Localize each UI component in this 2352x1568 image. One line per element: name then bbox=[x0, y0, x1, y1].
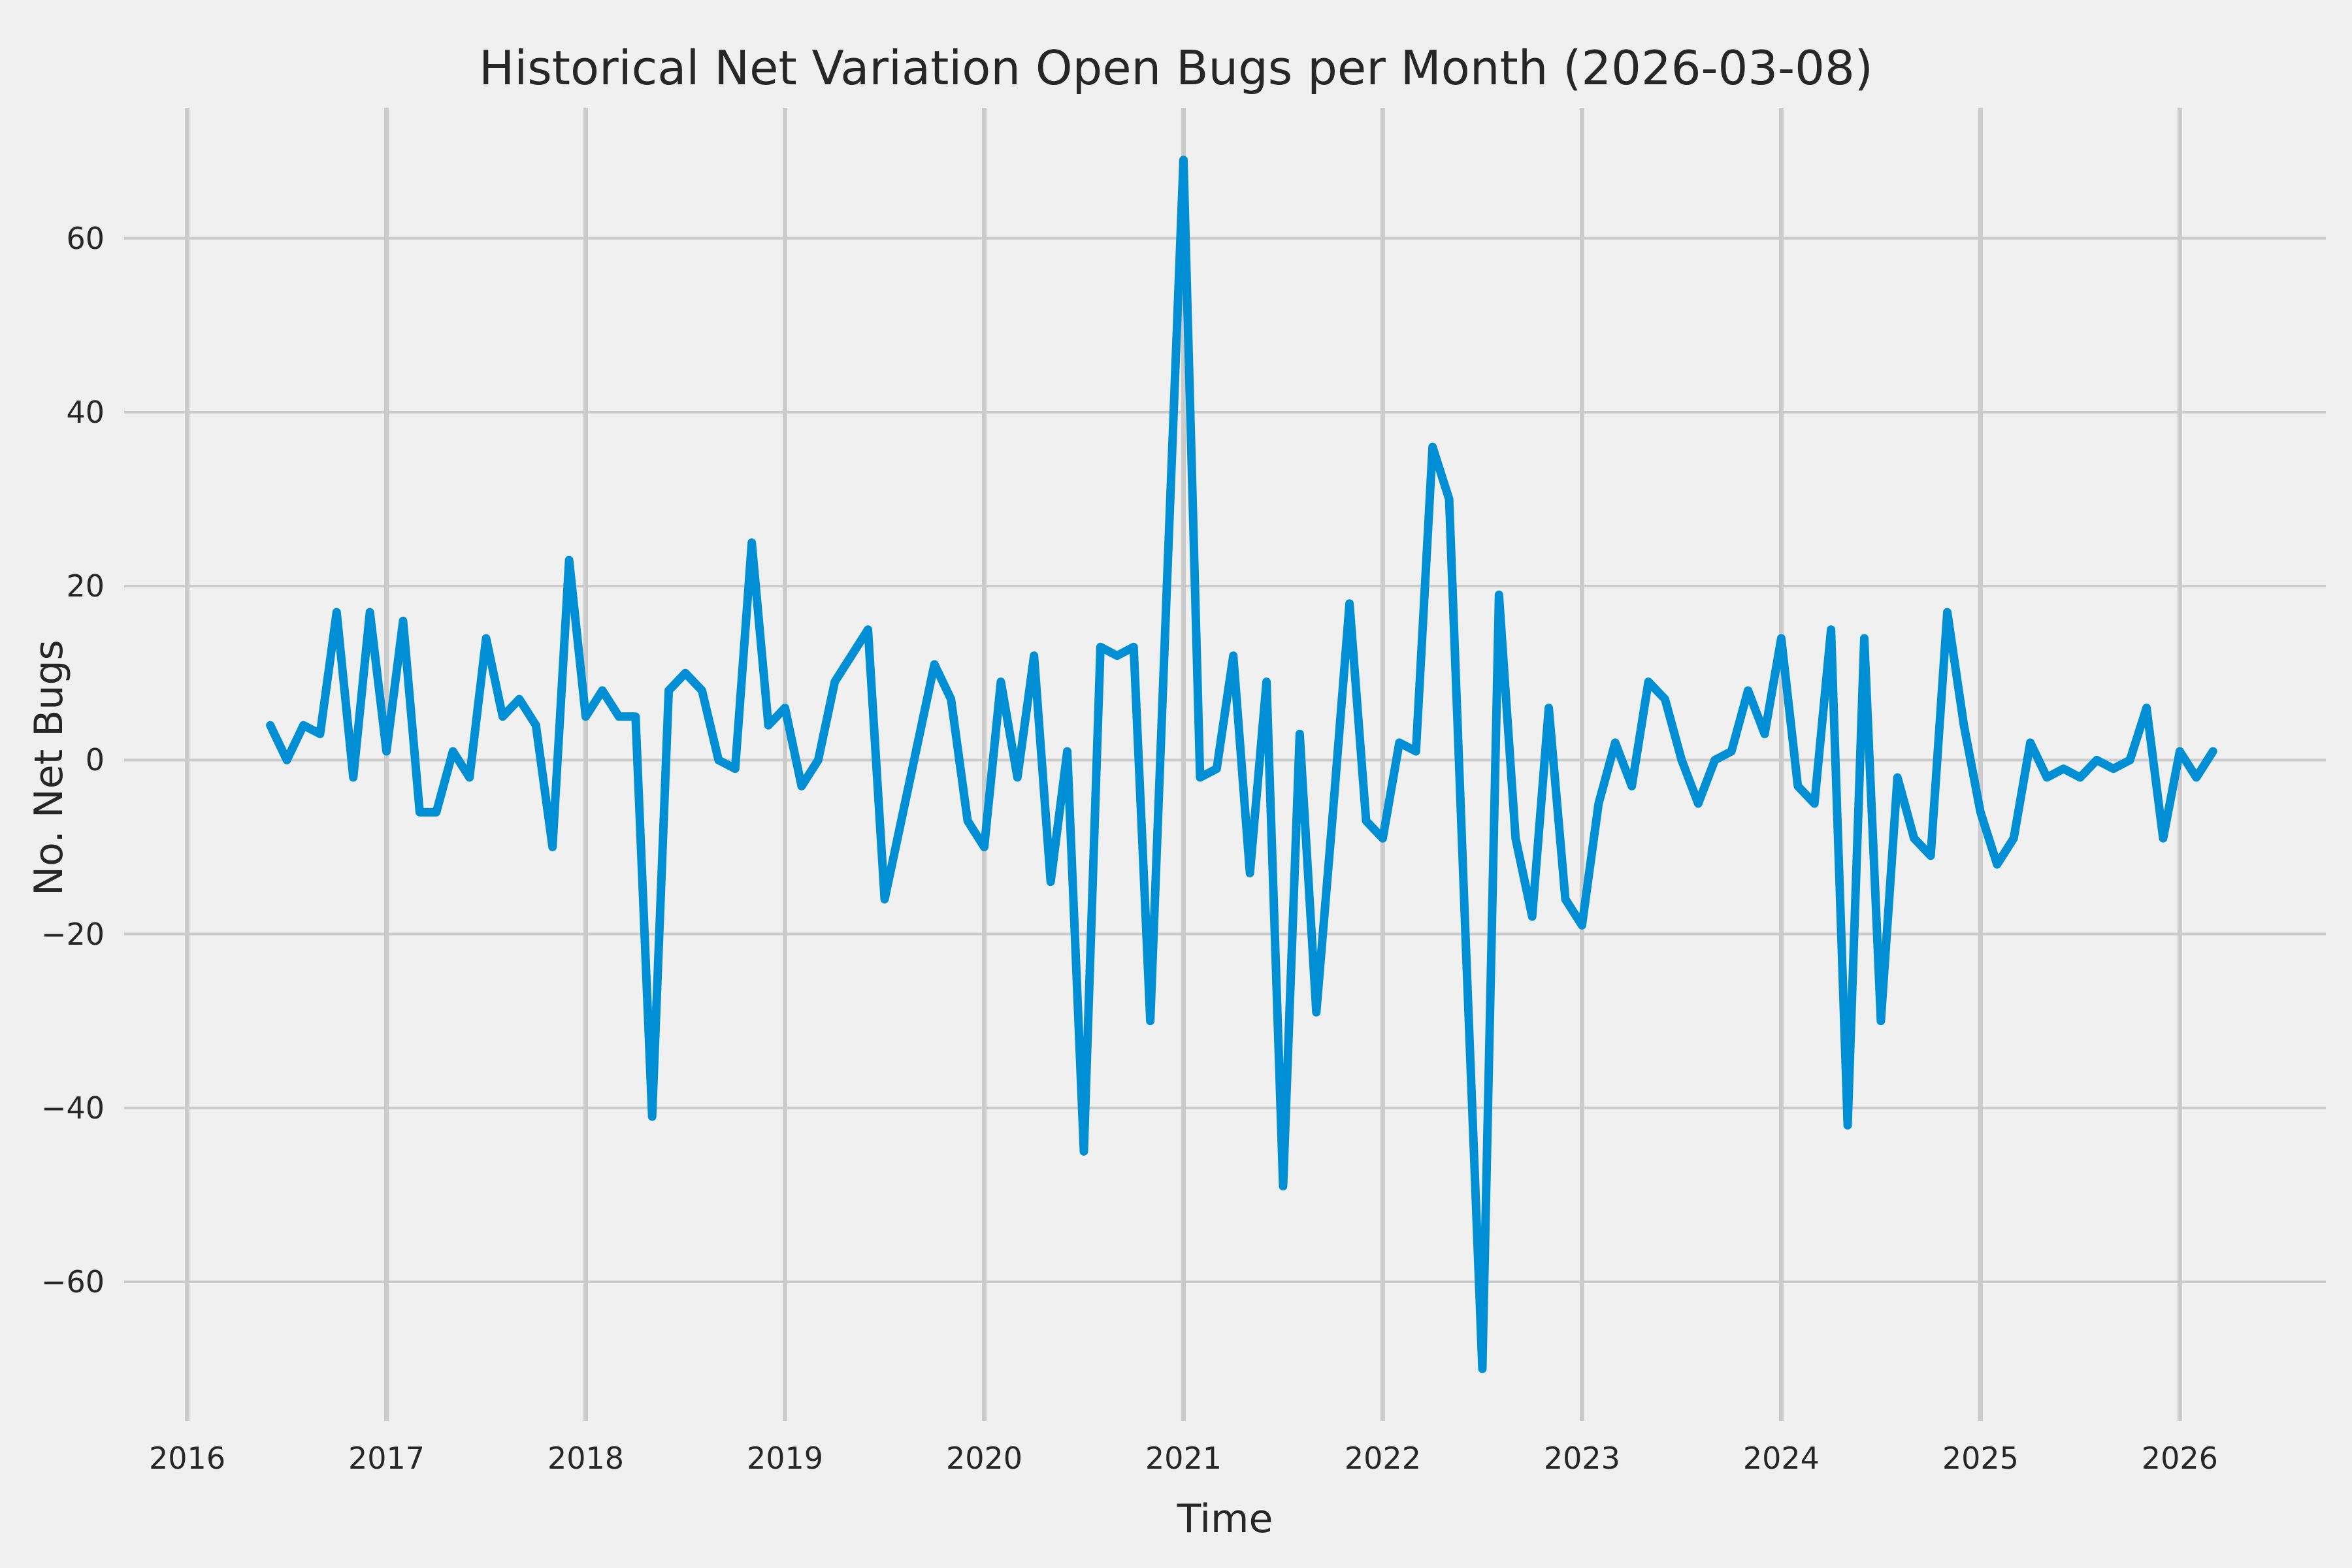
x-tick-label: 2017 bbox=[348, 1441, 425, 1476]
x-tick-label: 2019 bbox=[746, 1441, 824, 1476]
grid-lines bbox=[124, 108, 2326, 1421]
y-axis-label: No. Net Bugs bbox=[26, 640, 72, 896]
x-axis-label: Time bbox=[1177, 1496, 1273, 1542]
chart-title: Historical Net Variation Open Bugs per M… bbox=[479, 41, 1873, 95]
data-series bbox=[266, 155, 2217, 1373]
y-tick-label: −60 bbox=[41, 1264, 105, 1300]
y-tick-label: 40 bbox=[66, 394, 105, 430]
x-tick-label: 2025 bbox=[1942, 1441, 2019, 1476]
x-tick-label: 2018 bbox=[547, 1441, 625, 1476]
x-tick-label: 2016 bbox=[149, 1441, 226, 1476]
x-tick-label: 2021 bbox=[1145, 1441, 1222, 1476]
y-tick-label: 20 bbox=[66, 568, 105, 604]
x-tick-label: 2023 bbox=[1543, 1441, 1620, 1476]
net-open-bugs-per-month-line bbox=[266, 155, 2217, 1373]
x-tick-label: 2024 bbox=[1742, 1441, 1820, 1476]
y-tick-label: −40 bbox=[41, 1090, 105, 1126]
y-tick-label: −20 bbox=[41, 916, 105, 952]
x-tick-label: 2022 bbox=[1344, 1441, 1421, 1476]
y-tick-label: 0 bbox=[85, 742, 105, 778]
x-tick-label: 2026 bbox=[2141, 1441, 2218, 1476]
y-tick-label: 60 bbox=[66, 220, 105, 256]
x-tick-label: 2020 bbox=[945, 1441, 1023, 1476]
